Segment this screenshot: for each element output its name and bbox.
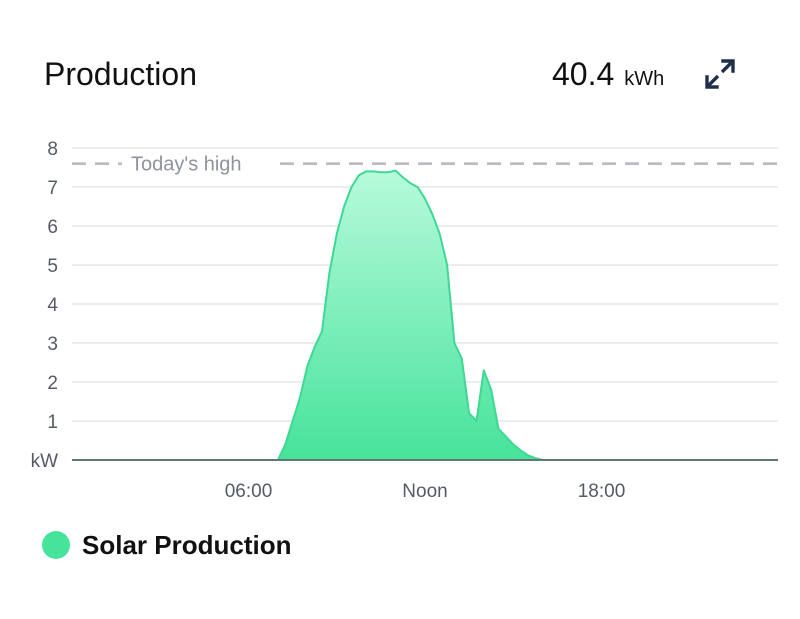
production-chart-svg: kW 1 2 3 4 5 6 7 8 06:00 Noon 18:00 Today's high	[31, 139, 778, 502]
y-tick-label: 2	[47, 373, 58, 394]
series-line-solar-production	[72, 169, 778, 461]
reference-line-label: Today's high	[131, 154, 242, 176]
total-production: 40.4 kWh	[552, 56, 664, 92]
y-tick-label: 5	[47, 256, 58, 277]
legend-label-solar-production: Solar Production	[82, 529, 292, 560]
y-tick-label: kW	[31, 451, 59, 472]
y-tick-label: 4	[47, 295, 58, 316]
x-tick-label: 06:00	[225, 481, 273, 502]
expand-button[interactable]	[702, 56, 738, 92]
expand-icon	[705, 59, 735, 89]
y-tick-label: 7	[47, 178, 58, 199]
y-tick-label: 8	[47, 139, 58, 160]
legend: Solar Production	[42, 528, 291, 562]
x-tick-label: Noon	[402, 481, 447, 502]
total-production-value: 40.4	[552, 56, 615, 92]
production-chart: kW 1 2 3 4 5 6 7 8 06:00 Noon 18:00 Today's high	[0, 120, 800, 520]
series-area-solar-production	[72, 170, 778, 460]
y-tick-label: 6	[47, 217, 58, 238]
total-production-unit: kWh	[624, 68, 665, 90]
chart-title: Production	[44, 56, 197, 92]
y-tick-label: 1	[47, 412, 58, 433]
legend-swatch-solar-production	[42, 531, 70, 559]
y-tick-label: 3	[47, 334, 58, 355]
chart-header: Production 40.4 kWh	[0, 0, 800, 120]
x-tick-label: 18:00	[578, 481, 626, 502]
